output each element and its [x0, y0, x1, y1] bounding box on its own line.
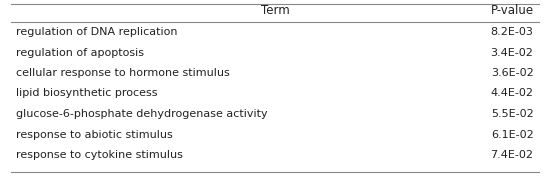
Text: cellular response to hormone stimulus: cellular response to hormone stimulus: [16, 68, 230, 78]
Text: glucose-6-phosphate dehydrogenase activity: glucose-6-phosphate dehydrogenase activi…: [16, 109, 268, 119]
Text: response to cytokine stimulus: response to cytokine stimulus: [16, 150, 183, 160]
Text: 3.6E-02: 3.6E-02: [491, 68, 534, 78]
Text: 5.5E-02: 5.5E-02: [491, 109, 534, 119]
Text: 3.4E-02: 3.4E-02: [491, 48, 534, 58]
Text: regulation of apoptosis: regulation of apoptosis: [16, 48, 145, 58]
Text: P-value: P-value: [491, 5, 534, 17]
Text: 4.4E-02: 4.4E-02: [491, 89, 534, 99]
Text: lipid biosynthetic process: lipid biosynthetic process: [16, 89, 158, 99]
Text: regulation of DNA replication: regulation of DNA replication: [16, 27, 178, 37]
Text: 6.1E-02: 6.1E-02: [491, 130, 534, 140]
Text: 8.2E-03: 8.2E-03: [491, 27, 534, 37]
Text: Term: Term: [261, 5, 289, 17]
Text: 7.4E-02: 7.4E-02: [491, 150, 534, 160]
Text: response to abiotic stimulus: response to abiotic stimulus: [16, 130, 173, 140]
